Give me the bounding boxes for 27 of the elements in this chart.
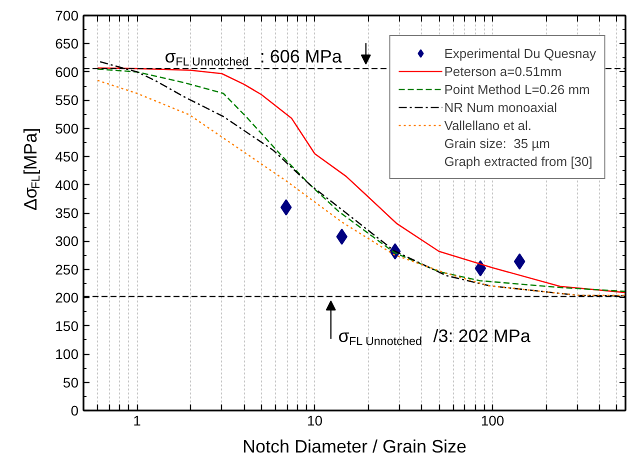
y-tick-label: 350 [55, 205, 79, 221]
x-axis-title: Notch Diameter / Grain Size [242, 436, 467, 456]
x-tick-label: 1 [133, 412, 142, 428]
x-tick-label: 10 [306, 412, 323, 428]
legend-label: Experimental Du Quesnay [444, 44, 596, 62]
y-tick-label: 700 [55, 8, 79, 24]
y-tick-label: 200 [55, 290, 79, 306]
y-axis-title: ΔσFL[MPa] [20, 128, 42, 210]
annotation: Grain size: 35 µm [444, 134, 550, 152]
y-tick-label: 300 [55, 233, 79, 250]
y-tick-label: 0 [70, 402, 79, 418]
y-tick-label: 50 [62, 374, 79, 390]
y-tick-label: 100 [55, 346, 79, 362]
legend-label: Point Method L=0.26 mm [444, 80, 590, 98]
legend-label: Peterson a=0.51mm [444, 62, 562, 80]
y-tick-label: 600 [55, 64, 79, 80]
y-tick-label: 500 [55, 120, 79, 136]
y-tick-label: 150 [55, 318, 79, 334]
legend-label: NR Num monoaxial [444, 98, 557, 116]
y-tick-label: 250 [55, 261, 79, 278]
legend-label: Vallellano et al. [444, 116, 532, 134]
y-tick-label: 650 [55, 36, 79, 52]
x-tick-label: 100 [480, 412, 504, 428]
annotation: Graph extracted from [30] [444, 152, 592, 170]
y-tick-label: 450 [55, 148, 79, 165]
y-tick-label: 400 [55, 176, 79, 193]
y-tick-label: 550 [55, 92, 79, 108]
